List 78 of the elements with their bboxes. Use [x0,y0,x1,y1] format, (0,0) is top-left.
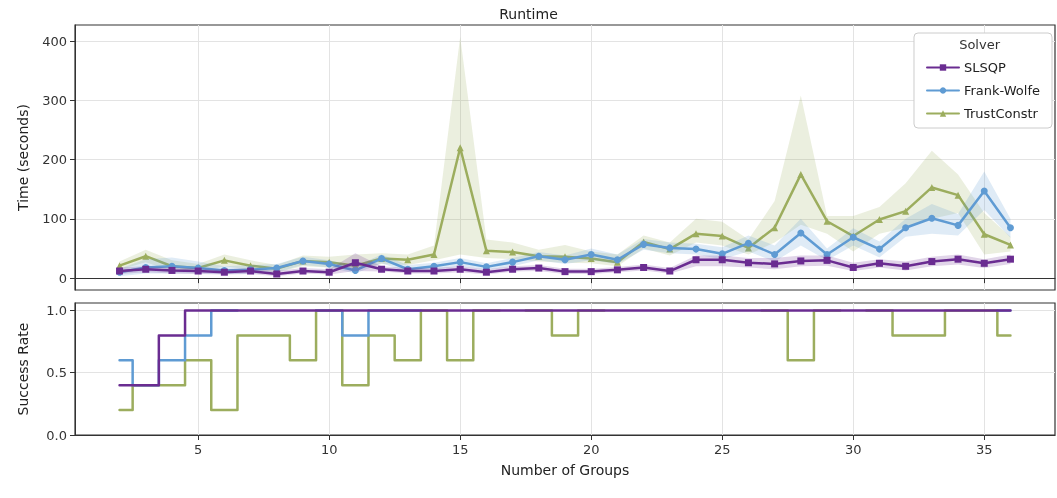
y-axis-title: Time (seconds) [15,104,31,212]
y-axis-title: Success Rate [15,322,31,416]
point [640,263,648,271]
point [220,256,228,264]
point [325,268,333,276]
point [482,268,490,276]
legend-label: TrustConstr [962,106,1039,121]
x-tick-label: 30 [844,442,862,457]
x-tick-label: 20 [582,442,600,457]
point [587,250,595,258]
point [535,264,543,272]
point [954,255,962,263]
x-axis-title: Number of Groups [500,462,630,478]
point [142,252,150,260]
y-tick-label: 0.0 [46,427,67,443]
point [771,260,779,268]
point [613,266,621,274]
point [273,270,281,278]
x-tick-label: 5 [194,442,203,457]
point [980,259,988,267]
y-tick-label: 0.5 [46,365,67,381]
point [692,230,700,238]
point [797,229,805,237]
point [980,187,988,195]
point [430,250,438,258]
point [718,256,726,264]
point [1006,224,1014,232]
point [351,266,359,274]
point [378,265,386,273]
point [771,250,779,258]
y-tick-label: 300 [42,92,67,108]
x-tick-label: 25 [713,442,731,457]
x-tick-label: 35 [975,442,993,457]
point [928,214,936,222]
point [1006,255,1014,263]
point [823,256,831,264]
point [168,266,176,274]
point [430,267,438,275]
point [718,232,726,240]
point [875,245,883,253]
legend-label: Frank-Wolfe [963,83,1041,98]
point [980,230,988,238]
point [823,217,831,225]
y-tick-label: 1.0 [46,302,67,318]
y-tick-label: 400 [42,33,67,49]
y-tick-label: 100 [42,211,67,227]
point [823,250,831,258]
y-tick-label: 200 [42,152,67,168]
point [928,183,936,191]
point [797,170,805,178]
point [561,268,569,276]
point [509,265,517,273]
point [744,259,752,267]
point [875,215,883,223]
point [928,258,936,266]
point [902,262,910,270]
point [954,191,962,199]
y-tick-label: 0 [58,270,67,286]
point [692,256,700,264]
x-tick-label: 15 [451,442,469,457]
point [954,221,962,229]
point [875,259,883,267]
point [666,267,674,275]
point [744,239,752,247]
point [902,207,910,215]
legend-label: SLSQP [963,60,1006,75]
point [797,257,805,265]
point [509,258,517,266]
point [456,265,464,273]
point [456,258,464,266]
point [902,224,910,232]
point [299,267,307,275]
point [849,263,857,271]
chart-title: Runtime [499,6,558,22]
point [509,248,517,256]
x-tick-label: 10 [320,442,338,457]
legend-title: Solver [959,37,1001,52]
point [587,268,595,276]
